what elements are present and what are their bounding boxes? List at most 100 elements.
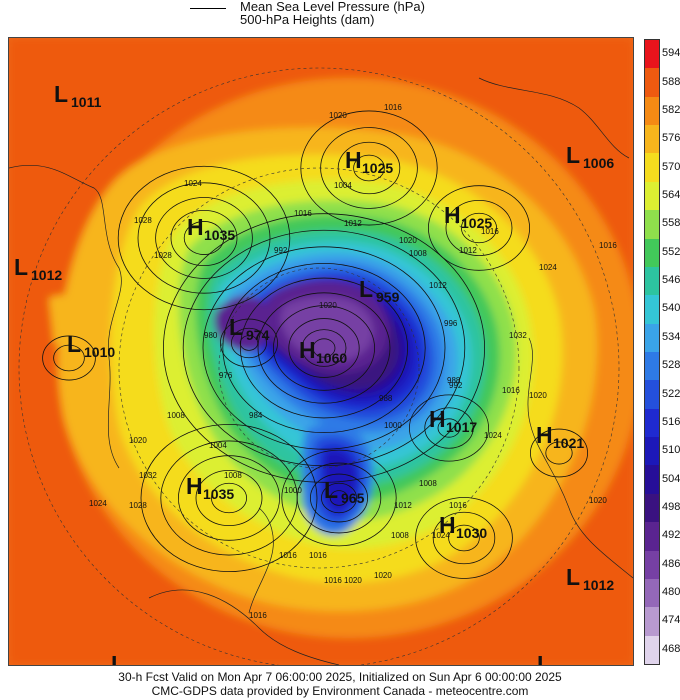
isobar <box>296 462 382 534</box>
low-pressure-center: L 1011 <box>54 81 102 110</box>
high-symbol: H <box>429 406 446 432</box>
isobar-label: 1016 <box>309 551 327 560</box>
coastline-northeast <box>478 77 630 159</box>
isobar <box>183 221 225 255</box>
colorbar-cell <box>645 607 659 637</box>
isobar-label: 1012 <box>344 219 362 228</box>
isobar-label: 1024 <box>184 179 202 188</box>
colorbar-cell <box>645 323 659 353</box>
pressure-value: 1060 <box>316 350 347 366</box>
low-symbol: L <box>566 564 580 590</box>
colorbar-cell <box>645 408 659 438</box>
high-symbol: H <box>187 214 204 240</box>
low-pressure-center: L 1006 <box>566 142 614 171</box>
isobar-label: 992 <box>449 381 463 390</box>
high-pressure-center: H 1021 <box>536 422 584 451</box>
isobar-label: 1028 <box>134 216 152 225</box>
isobar-label: 1020 <box>344 576 362 585</box>
latitude-circle-middle <box>118 167 520 569</box>
colorbar-value: 576 <box>662 132 680 145</box>
map-canvas: 1020 1016 1024 1028 1016 1012 1020 1008 1004 1012… <box>9 38 633 665</box>
high-pressure-center: H 1017 <box>429 406 477 435</box>
isobar-label: 1008 <box>409 249 427 258</box>
coastline-south <box>148 589 340 665</box>
isobar <box>329 490 349 506</box>
colorbar-value: 510 <box>662 444 680 457</box>
high-symbol: H <box>536 422 553 448</box>
isobar <box>182 229 466 467</box>
colorbar-cell <box>645 125 659 154</box>
weather-map: 1020 1016 1024 1028 1016 1012 1020 1008 1004 1012… <box>8 37 634 666</box>
height-colorbar <box>644 39 660 665</box>
colorbar-cell <box>645 578 659 608</box>
colorbar-cell <box>645 550 659 580</box>
isobar <box>530 428 589 478</box>
isobar-label: 1016 <box>384 103 402 112</box>
isobar <box>320 482 357 514</box>
low-symbol: L <box>537 651 551 665</box>
isobar <box>53 344 85 372</box>
colorbar-value: 528 <box>662 359 680 372</box>
low-symbol: L <box>54 81 68 107</box>
isobar-label: 1016 <box>279 551 297 560</box>
pressure-value: 1010 <box>84 344 115 360</box>
isobar <box>353 154 385 182</box>
colorbar-value: 474 <box>662 614 680 627</box>
forecast-valid-time: 30-h Fcst Valid on Mon Apr 7 06:00:00 20… <box>118 670 562 684</box>
colorbar-value: 582 <box>662 103 680 116</box>
isobar <box>312 338 336 358</box>
colorbar-value: 486 <box>662 557 680 570</box>
colorbar-value: 552 <box>662 245 680 258</box>
high-pressure-center: H 1030 <box>439 512 487 541</box>
isobar-labels: 1020 1016 1024 1028 1016 1012 1020 1008 1004 1012… <box>89 103 617 620</box>
isobar <box>177 455 280 541</box>
isobar <box>195 469 263 526</box>
colorbar-value: 534 <box>662 330 680 343</box>
isobar <box>437 418 461 438</box>
high-pressure-center: H 1025 <box>345 147 393 176</box>
isobar-label: 1020 <box>399 236 417 245</box>
isobar-label: 1016 <box>449 501 467 510</box>
low-pressure-center: L 959 <box>359 276 400 305</box>
colorbar-value: 468 <box>662 642 680 655</box>
colorbar-value: 546 <box>662 274 680 287</box>
colorbar-value: 504 <box>662 472 680 485</box>
isobar <box>257 292 391 404</box>
colorbar-value: 588 <box>662 75 680 88</box>
isobar <box>445 199 513 256</box>
colorbar-cell <box>645 352 659 381</box>
coastline-greenland <box>248 507 274 614</box>
isobar <box>239 277 408 419</box>
colorbar-cell <box>645 437 659 466</box>
isobar-label: 984 <box>249 411 263 420</box>
high-symbol: H <box>186 473 203 499</box>
high-symbol: H <box>345 147 362 173</box>
isobar-label: 1000 <box>384 421 402 430</box>
pressure-value: 1012 <box>31 267 62 283</box>
high-pressure-center: H 1025 <box>444 202 492 231</box>
coastline-west <box>9 164 122 469</box>
band-576-blob <box>49 294 105 348</box>
low-pressure-center: L 974 <box>229 314 270 343</box>
isobar-label: 1024 <box>539 263 557 272</box>
isobar-label: 1020 <box>589 496 607 505</box>
colorbar-cell <box>645 238 659 268</box>
colorbar-cell <box>645 68 659 98</box>
isobar-label: 980 <box>204 331 218 340</box>
isobar-label: 1016 <box>249 611 267 620</box>
low-pressure-center: L1009 <box>111 651 159 665</box>
isobar-label: 1004 <box>334 181 352 190</box>
colorbar-cell <box>645 465 659 495</box>
pressure-value: 1011 <box>71 94 102 110</box>
colorbar-cell <box>645 493 659 523</box>
isobar <box>309 473 368 523</box>
colorbar-cell <box>645 40 659 69</box>
colorbar-cell <box>645 181 659 211</box>
isobar <box>281 449 397 547</box>
graticule <box>18 67 620 665</box>
isobar-label: 1012 <box>429 281 447 290</box>
pressure-value: 1006 <box>583 155 614 171</box>
